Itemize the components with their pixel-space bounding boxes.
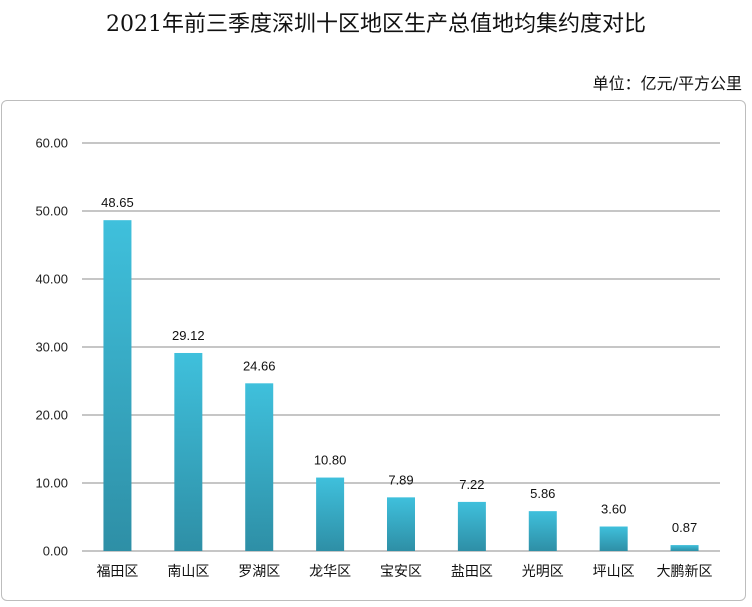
data-label: 48.65 <box>101 195 134 210</box>
y-axis-ticks: 0.00 10.00 20.00 30.00 40.00 50.00 60.00 <box>35 136 68 559</box>
bars <box>103 220 699 551</box>
x-category-label: 南山区 <box>167 564 209 580</box>
x-category-label: 宝安区 <box>380 564 422 580</box>
bar <box>457 501 486 551</box>
data-label: 7.22 <box>459 477 484 492</box>
y-tick-label: 30.00 <box>35 340 68 355</box>
bar <box>528 511 557 551</box>
data-label: 24.66 <box>243 358 276 373</box>
bar <box>316 477 345 551</box>
data-label: 3.60 <box>601 502 626 517</box>
x-category-label: 坪山区 <box>593 564 635 580</box>
bar <box>599 526 628 551</box>
y-tick-label: 40.00 <box>35 272 68 287</box>
x-category-label: 光明区 <box>522 564 564 580</box>
data-label: 5.86 <box>530 486 555 501</box>
chart-title: 2021年前三季度深圳十区地区生产总值地均集约度对比 <box>106 12 646 37</box>
x-category-label: 盐田区 <box>451 564 493 580</box>
bar <box>245 383 274 551</box>
x-category-label: 福田区 <box>96 564 138 580</box>
data-label: 7.89 <box>388 472 413 487</box>
x-axis-categories: 福田区 南山区 罗湖区 龙华区 宝安区 盐田区 光明区 坪山区 大鹏新区 <box>96 564 712 580</box>
x-category-label: 罗湖区 <box>238 564 280 580</box>
x-category-label: 大鹏新区 <box>657 564 713 580</box>
unit-label: 单位：亿元/平方公里 <box>592 74 742 93</box>
data-label: 0.87 <box>672 520 697 535</box>
data-labels: 48.65 29.12 24.66 10.80 7.89 7.22 5.86 3.60 0.87 <box>101 195 697 535</box>
bar <box>103 220 132 551</box>
bar <box>387 497 415 551</box>
y-tick-label: 0.00 <box>43 544 68 559</box>
bar <box>174 352 203 551</box>
x-category-label: 龙华区 <box>309 564 351 580</box>
y-tick-label: 10.00 <box>35 476 68 491</box>
y-tick-label: 50.00 <box>35 204 68 219</box>
bar <box>670 545 699 551</box>
data-label: 29.12 <box>172 328 205 343</box>
data-label: 10.80 <box>314 453 347 468</box>
y-tick-label: 60.00 <box>35 136 68 151</box>
y-tick-label: 20.00 <box>35 408 68 423</box>
